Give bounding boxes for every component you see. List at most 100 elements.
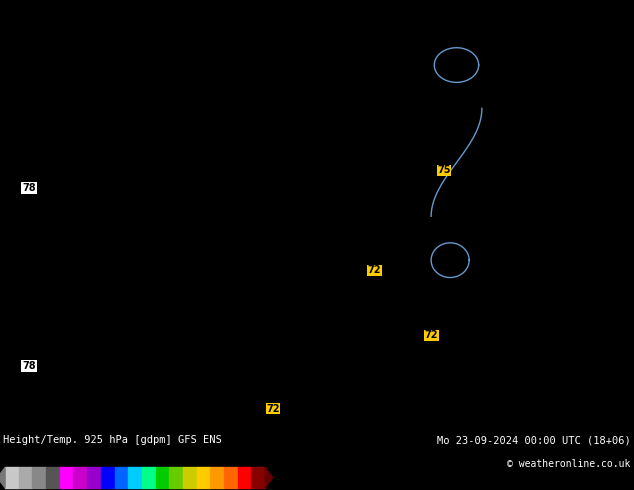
Bar <box>128 467 142 488</box>
Text: 8: 8 <box>233 153 238 162</box>
Text: 6: 6 <box>58 131 63 140</box>
Text: 13: 13 <box>437 402 448 411</box>
Text: 5: 5 <box>101 131 107 140</box>
Text: 11: 11 <box>274 369 284 378</box>
Text: 12: 12 <box>427 207 437 216</box>
Text: 12: 12 <box>536 142 546 151</box>
Text: 14: 14 <box>569 304 579 314</box>
Text: 13: 13 <box>525 218 535 227</box>
Text: 10: 10 <box>186 359 197 368</box>
Text: 9: 9 <box>243 207 249 216</box>
Text: 15: 15 <box>623 337 633 346</box>
Text: 5: 5 <box>134 1 139 10</box>
Text: 4: 4 <box>123 218 128 227</box>
Text: 11: 11 <box>383 218 393 227</box>
Text: 6: 6 <box>47 88 52 97</box>
Text: 7: 7 <box>14 240 19 248</box>
Text: 15: 15 <box>612 380 623 390</box>
Text: 14: 14 <box>612 261 623 270</box>
Text: 9: 9 <box>265 88 270 97</box>
Text: 10: 10 <box>230 369 240 378</box>
Text: 11: 11 <box>416 348 426 357</box>
Text: 14: 14 <box>612 131 623 140</box>
Text: 5: 5 <box>25 1 30 10</box>
Text: 6: 6 <box>36 207 41 216</box>
Text: 11: 11 <box>350 250 360 259</box>
Text: 10: 10 <box>274 326 284 335</box>
Text: 7: 7 <box>189 207 194 216</box>
Text: 5: 5 <box>91 359 96 368</box>
Text: 10: 10 <box>263 196 273 205</box>
Text: 6: 6 <box>47 98 52 107</box>
Text: 10: 10 <box>350 153 360 162</box>
Text: 13: 13 <box>591 185 601 194</box>
Text: 9: 9 <box>167 380 172 390</box>
Text: 5: 5 <box>101 98 107 107</box>
Text: 13: 13 <box>591 77 601 86</box>
Text: 5: 5 <box>101 369 107 378</box>
Text: 6: 6 <box>79 207 84 216</box>
Text: 6: 6 <box>3 207 8 216</box>
Text: 11: 11 <box>493 55 502 64</box>
Text: 12: 12 <box>481 131 491 140</box>
Text: 11: 11 <box>306 294 316 303</box>
Text: 4: 4 <box>178 44 183 53</box>
Text: 14: 14 <box>569 359 579 368</box>
Text: 13: 13 <box>569 153 579 162</box>
Text: 9: 9 <box>287 142 292 151</box>
Text: 14: 14 <box>591 196 601 205</box>
Text: 9: 9 <box>342 33 347 43</box>
Text: 9: 9 <box>254 131 259 140</box>
Text: 5: 5 <box>112 131 117 140</box>
Text: 11: 11 <box>460 164 470 172</box>
Text: 11: 11 <box>437 207 448 216</box>
Text: 14: 14 <box>591 272 601 281</box>
Text: 11: 11 <box>241 402 251 411</box>
Text: 6: 6 <box>200 109 205 118</box>
Text: 10: 10 <box>339 88 349 97</box>
Text: 12: 12 <box>591 55 601 64</box>
Text: 6: 6 <box>36 153 41 162</box>
Text: 11: 11 <box>318 283 328 292</box>
Text: 12: 12 <box>503 337 514 346</box>
Text: 9: 9 <box>189 369 194 378</box>
Text: 4: 4 <box>112 304 117 314</box>
Text: 4: 4 <box>91 240 95 248</box>
Text: 10: 10 <box>230 380 240 390</box>
Text: 12: 12 <box>449 196 459 205</box>
Text: 14: 14 <box>580 304 590 314</box>
Text: 5: 5 <box>101 77 107 86</box>
Text: 11: 11 <box>350 261 360 270</box>
Text: 10: 10 <box>383 12 393 21</box>
Text: 8: 8 <box>178 294 183 303</box>
Text: 8: 8 <box>156 413 161 422</box>
Text: 12: 12 <box>579 12 590 21</box>
Text: 4: 4 <box>112 142 117 151</box>
Text: 8: 8 <box>287 12 292 21</box>
Text: 12: 12 <box>372 413 382 422</box>
Text: 10: 10 <box>361 77 371 86</box>
Text: 10: 10 <box>405 44 415 53</box>
Text: 13: 13 <box>503 207 514 216</box>
Text: 11: 11 <box>306 369 316 378</box>
Text: 6: 6 <box>68 218 74 227</box>
Text: 8: 8 <box>276 12 281 21</box>
Text: 15: 15 <box>591 391 601 400</box>
Text: 13: 13 <box>470 304 481 314</box>
Text: 12: 12 <box>416 153 426 162</box>
Text: 11: 11 <box>350 294 360 303</box>
Text: 14: 14 <box>569 294 579 303</box>
Text: 11: 11 <box>350 369 360 378</box>
Text: 9: 9 <box>189 294 194 303</box>
Text: 13: 13 <box>481 413 491 422</box>
Text: 6: 6 <box>14 153 19 162</box>
Text: 6: 6 <box>36 98 41 107</box>
Text: 13: 13 <box>416 424 426 433</box>
Text: 10: 10 <box>241 229 251 238</box>
Text: 14: 14 <box>612 207 623 216</box>
Text: 5: 5 <box>91 304 96 314</box>
Text: 13: 13 <box>525 229 535 238</box>
Text: 12: 12 <box>612 33 623 43</box>
Text: 11: 11 <box>306 391 316 400</box>
Text: 11: 11 <box>493 23 502 31</box>
